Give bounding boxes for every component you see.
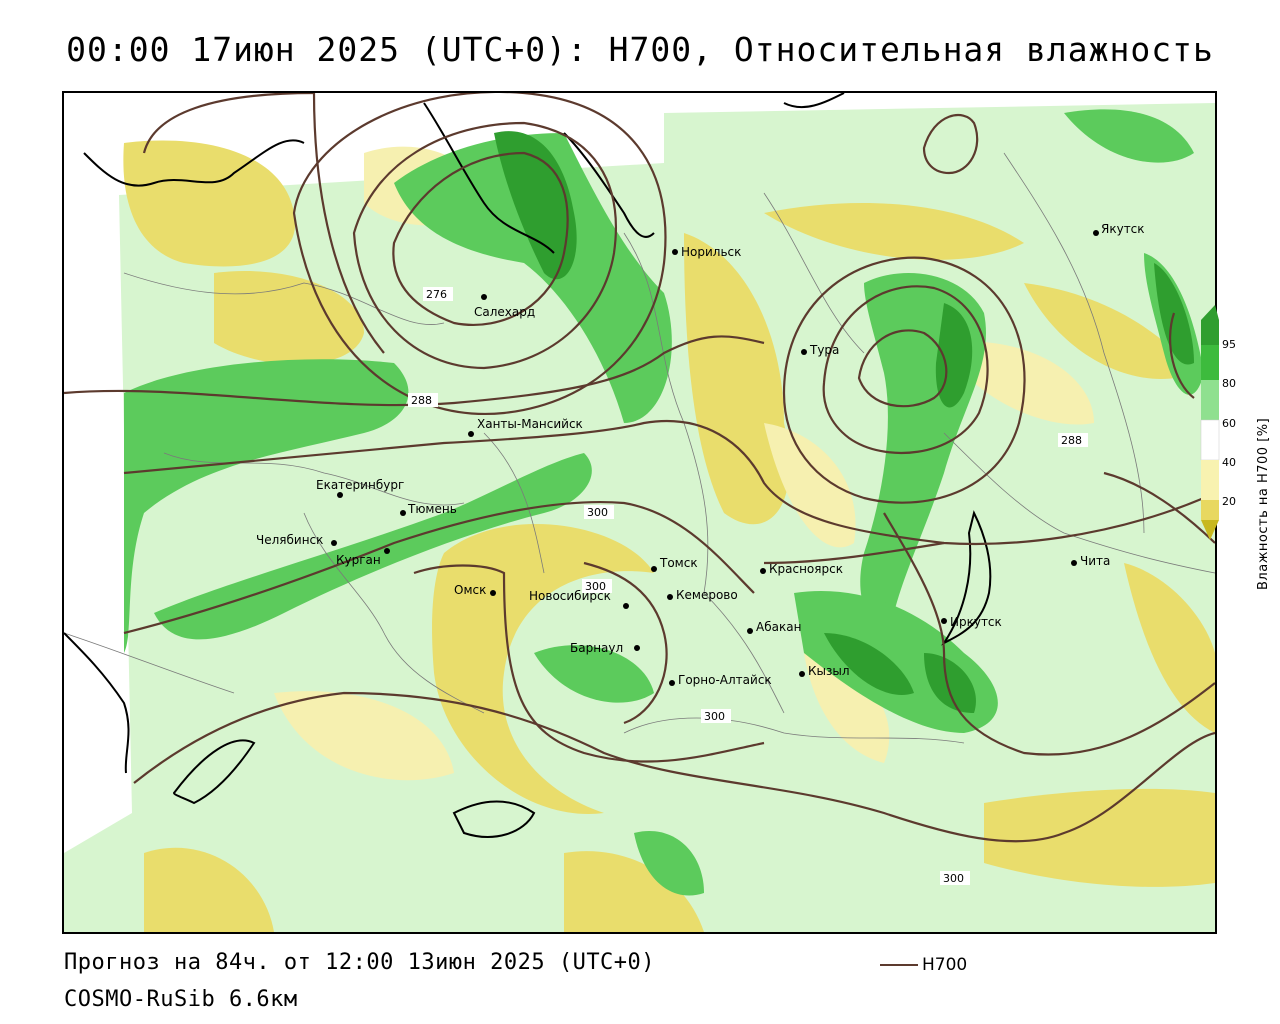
isoline-labels: 276 288 288 300 300 300 300 bbox=[408, 287, 1088, 885]
contour-key-line bbox=[880, 964, 918, 966]
isoline-label: 288 bbox=[411, 394, 432, 407]
colorbar-swatch bbox=[1201, 500, 1219, 520]
city-marker: Тюмень bbox=[400, 502, 457, 516]
city-label: Барнаул bbox=[570, 641, 623, 655]
city-label: Кемерово bbox=[676, 588, 738, 602]
colorbar-swatch bbox=[1201, 460, 1219, 500]
isoline-label: 276 bbox=[426, 288, 447, 301]
colorbar-bottom-arrow bbox=[1201, 520, 1219, 540]
city-marker: Новосибирск bbox=[529, 589, 629, 609]
colorbar-title: Влажность на H700 [%] bbox=[1256, 417, 1271, 590]
colorbar-tick: 20 bbox=[1222, 495, 1236, 508]
city-label: Челябинск bbox=[256, 533, 323, 547]
coastlines bbox=[64, 93, 992, 838]
city-marker: Якутск bbox=[1093, 222, 1145, 236]
city-marker: Норильск bbox=[672, 245, 741, 259]
city-label: Норильск bbox=[681, 245, 741, 259]
city-marker: Томск bbox=[651, 556, 698, 572]
city-label: Горно-Алтайск bbox=[678, 673, 772, 687]
colorbar-swatch bbox=[1201, 345, 1219, 380]
city-marker: Иркутск bbox=[941, 615, 1002, 629]
map-panel: 276 288 288 300 300 300 300 Салехард Нор… bbox=[62, 91, 1217, 934]
colorbar bbox=[1200, 305, 1220, 540]
city-marker: Барнаул bbox=[570, 641, 640, 655]
city-label: Томск bbox=[659, 556, 698, 570]
colorbar-swatch bbox=[1201, 380, 1219, 420]
city-marker: Красноярск bbox=[760, 562, 843, 576]
city-marker: Омск bbox=[454, 583, 496, 597]
city-label: Ханты-Мансийск bbox=[477, 417, 583, 431]
city-label: Екатеринбург bbox=[316, 478, 404, 492]
city-label: Тура bbox=[809, 343, 839, 357]
isoline-label: 300 bbox=[943, 872, 964, 885]
isoline-label: 300 bbox=[585, 580, 606, 593]
dry-areas bbox=[123, 140, 1215, 932]
forecast-label: Прогноз на 84ч. от 12:00 13июн 2025 (UTC… bbox=[64, 950, 656, 975]
isoline-label: 300 bbox=[704, 710, 725, 723]
contour-key-label: H700 bbox=[922, 955, 968, 975]
city-label: Курган bbox=[336, 553, 381, 567]
colorbar-tick: 95 bbox=[1222, 338, 1236, 351]
city-label: Чита bbox=[1080, 554, 1110, 568]
city-marker: Кызыл bbox=[799, 664, 850, 678]
city-marker: Ханты-Мансийск bbox=[468, 417, 583, 437]
city-label: Иркутск bbox=[950, 615, 1002, 629]
cities: Салехард Норильск Якутск Тура Ханты-Манс… bbox=[256, 222, 1145, 687]
map-title: 00:00 17июн 2025 (UTC+0): H700, Относите… bbox=[66, 30, 1214, 69]
city-label: Новосибирск bbox=[529, 589, 611, 603]
colorbar-swatch bbox=[1200, 419, 1220, 461]
city-marker: Тура bbox=[801, 343, 839, 357]
city-marker: Салехард bbox=[474, 294, 535, 319]
colorbar-tick: 60 bbox=[1222, 417, 1236, 430]
city-marker: Кемерово bbox=[667, 588, 738, 602]
contour-key: H700 bbox=[880, 954, 967, 976]
isoline-label: 288 bbox=[1061, 434, 1082, 447]
city-label: Красноярск bbox=[769, 562, 843, 576]
colorbar-tick: 80 bbox=[1222, 377, 1236, 390]
model-label: COSMO-RuSib 6.6км bbox=[64, 987, 298, 1012]
city-marker: Горно-Алтайск bbox=[669, 673, 772, 687]
city-label: Якутск bbox=[1101, 222, 1145, 236]
city-label: Салехард bbox=[474, 305, 535, 319]
city-marker: Екатеринбург bbox=[316, 478, 404, 498]
map-canvas: 276 288 288 300 300 300 300 Салехард Нор… bbox=[64, 93, 1215, 932]
city-label: Кызыл bbox=[808, 664, 850, 678]
region-borders bbox=[64, 152, 1215, 744]
city-marker: Челябинск bbox=[256, 533, 337, 547]
city-label: Абакан bbox=[756, 620, 801, 634]
city-label: Омск bbox=[454, 583, 486, 597]
city-marker: Абакан bbox=[747, 620, 801, 634]
h700-isolines bbox=[64, 93, 1215, 843]
isoline-label: 300 bbox=[587, 506, 608, 519]
colorbar-top-arrow bbox=[1201, 305, 1219, 320]
colorbar-swatch bbox=[1201, 320, 1219, 345]
colorbar-tick: 40 bbox=[1222, 456, 1236, 469]
city-marker: Чита bbox=[1071, 554, 1110, 568]
city-marker: Курган bbox=[336, 548, 390, 567]
city-label: Тюмень bbox=[407, 502, 457, 516]
